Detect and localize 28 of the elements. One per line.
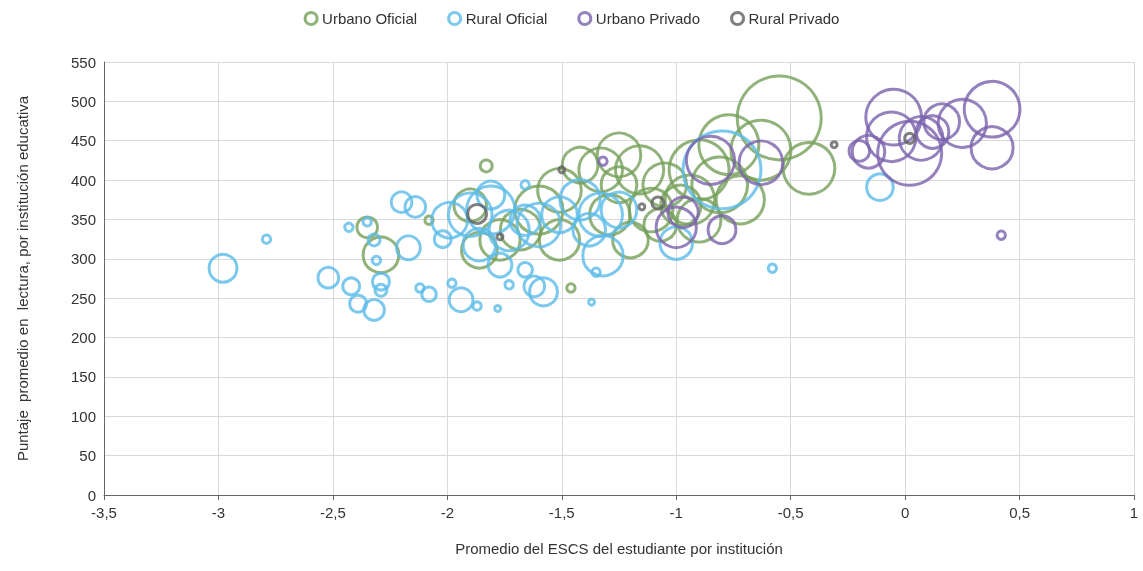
x-tick-label: -0,5 [777, 504, 804, 521]
x-tick-label: -2 [440, 504, 455, 521]
legend-label: Rural Oficial [465, 10, 548, 27]
y-axis-title: Puntaje promedio en lectura, por institución educativa [14, 95, 31, 462]
y-tick-label: 500 [70, 92, 96, 110]
x-tick-label: 0 [900, 504, 910, 521]
y-tick-label: 300 [70, 250, 96, 268]
y-tick-label: 50 [79, 447, 96, 465]
x-tick-label: 0,5 [1009, 504, 1030, 521]
y-tick-label: 450 [70, 132, 96, 150]
y-tick-label: 150 [70, 368, 96, 386]
legend-label: Urbano Privado [595, 10, 701, 27]
legend-label: Urbano Oficial [322, 10, 418, 27]
y-tick-label: 400 [70, 171, 96, 189]
y-tick-label: 350 [70, 210, 96, 228]
x-axis-title: Promedio del ESCS del estudiante por institución [455, 540, 783, 557]
y-tick-label: 250 [70, 289, 96, 307]
y-tick-label: 200 [70, 329, 96, 347]
legend-label: Rural Privado [748, 10, 840, 27]
x-tick-label: -1,5 [548, 504, 575, 521]
x-tick-label: -1 [669, 504, 683, 521]
x-tick-label: 1 [1129, 504, 1139, 521]
y-tick-label: 550 [70, 53, 96, 71]
x-tick-label: -2,5 [319, 504, 346, 521]
y-tick-label: 0 [87, 486, 96, 504]
x-tick-label: -3,5 [91, 504, 117, 521]
y-tick-label: 100 [70, 407, 96, 425]
x-tick-label: -3 [211, 504, 226, 521]
